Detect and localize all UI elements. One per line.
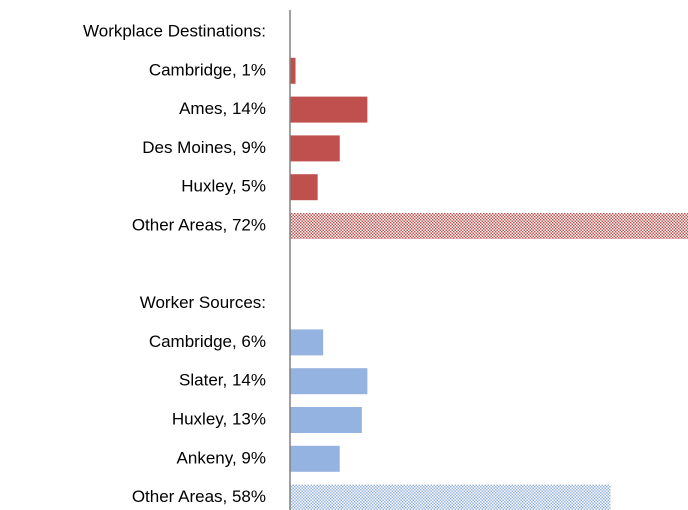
- bar: [290, 368, 368, 395]
- bar: [290, 57, 296, 84]
- y-tick-label: Huxley, 5%: [181, 177, 266, 196]
- bar: [290, 96, 368, 123]
- bar: [290, 329, 324, 356]
- y-tick-label: Workplace Destinations:: [83, 21, 266, 40]
- y-tick-label: Worker Sources:: [140, 293, 266, 312]
- bar: [290, 445, 340, 472]
- y-tick-label: Cambridge, 6%: [149, 332, 266, 351]
- y-tick-label: Ankeny, 9%: [177, 448, 266, 467]
- y-tick-label: Other Areas, 58%: [132, 487, 266, 506]
- y-tick-label: Des Moines, 9%: [142, 138, 266, 157]
- bar: [290, 484, 611, 510]
- bar: [290, 213, 688, 239]
- y-tick-label: Slater, 14%: [179, 371, 266, 390]
- bar: [290, 174, 318, 201]
- y-tick-label: Huxley, 13%: [172, 409, 266, 428]
- y-tick-label: Ames, 14%: [179, 99, 266, 118]
- y-tick-label: Cambridge, 1%: [149, 60, 266, 79]
- bar: [290, 135, 340, 162]
- bar: [290, 407, 362, 433]
- y-tick-label: Other Areas, 72%: [132, 215, 266, 234]
